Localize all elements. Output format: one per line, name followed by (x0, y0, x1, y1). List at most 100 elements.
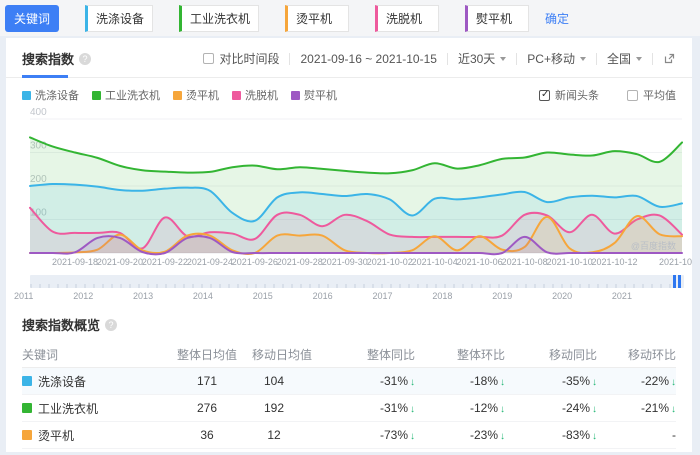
cell-value: -73% (379, 428, 408, 442)
year-label: 2014 (192, 291, 213, 301)
year-label: 2021 (611, 291, 632, 301)
series-line-洗涤设备[interactable] (29, 182, 683, 223)
cell-value: 192 (263, 401, 285, 415)
watermark: @百度指数 (630, 241, 676, 251)
trend-down-icon: ↓ (671, 377, 676, 388)
keyword-input-1[interactable]: 洗涤设备 (85, 4, 154, 32)
x-tick: 2021-10-04 (412, 257, 458, 267)
overview-table: 关键词 整体日均值 移动日均值 整体同比 整体环比 移动同比 移动环比 洗涤设备 171 104 -… (22, 342, 676, 452)
cell-value: -24% (561, 401, 590, 415)
average-toggle[interactable]: 平均值 (613, 87, 676, 103)
keyword-label[interactable]: 工业洗衣机 (38, 401, 99, 416)
trend-chart[interactable]: 400 300 200 100 2021-09-18 2021-09-20 2021-09-… (6, 103, 692, 272)
trend-chart-svg[interactable]: 4003002001002021-09-182021-09-202021-09-… (6, 103, 692, 269)
trend-down-icon: ↓ (500, 404, 505, 415)
x-tick: 2021-10-12 (592, 257, 638, 267)
timeline-slider[interactable] (30, 275, 684, 288)
chevron-down-icon (636, 57, 642, 64)
keyword-swatch (22, 376, 32, 386)
keyword-input-3[interactable]: 烫平机 (285, 4, 350, 32)
table-row-洗涤设备[interactable]: 洗涤设备 171 104 -31% ↓ -18% ↓ -35% ↓ -22% ↓ (22, 368, 676, 395)
year-label: 2011 (14, 291, 34, 301)
series-line-工业洗衣机[interactable] (29, 136, 683, 175)
legend-item-1[interactable]: 洗涤设备 (22, 87, 79, 103)
help-icon[interactable]: ? (105, 318, 118, 331)
share-icon[interactable] (663, 52, 676, 65)
help-icon[interactable]: ? (79, 52, 92, 65)
column-header-4: 整体同比 (366, 348, 415, 362)
column-header-5: 整体环比 (456, 348, 505, 362)
x-tick: 2021-10-08 (502, 257, 548, 267)
legend-item-2[interactable]: 工业洗衣机 (92, 87, 160, 103)
cell-value: -21% (640, 401, 669, 415)
x-tick: 2021-09-28 (277, 257, 323, 267)
compare-period-toggle[interactable]: 对比时间段 (203, 50, 279, 67)
slider-handle-right[interactable] (678, 275, 681, 288)
trend-down-icon: ↓ (671, 404, 676, 415)
device-select[interactable]: PC+移动 (527, 50, 586, 67)
legend-label: 熨平机 (304, 90, 337, 102)
trend-down-icon: ↓ (592, 404, 597, 415)
cell-value: 12 (267, 428, 281, 442)
cell-value: -31% (379, 401, 408, 415)
table-row-洗脱机[interactable]: 洗脱机8553-42%↓-17%↓-38%↓-12%↓ (22, 449, 676, 452)
keyword-button[interactable]: 关键词 (5, 4, 60, 32)
year-label: 2019 (492, 291, 513, 301)
confirm-button[interactable]: 确定 (545, 11, 570, 26)
column-header-3: 移动日均值 (252, 348, 313, 362)
legend-label: 洗脱机 (245, 90, 278, 102)
keyword-label[interactable]: 烫平机 (38, 428, 75, 443)
legend-item-5[interactable]: 熨平机 (291, 87, 337, 103)
x-tick: 2021-09-20 (97, 257, 143, 267)
keyword-input-5[interactable]: 熨平机 (465, 4, 530, 32)
cell-value: -35% (561, 374, 590, 388)
slider-handle-left[interactable] (673, 275, 676, 288)
cell-value: -83% (561, 428, 590, 442)
time-range-select[interactable]: 近30天 (458, 50, 507, 67)
year-label: 2013 (133, 291, 154, 301)
cell-value: -18% (469, 374, 498, 388)
legend-item-4[interactable]: 洗脱机 (232, 87, 278, 103)
legend-label: 工业洗衣机 (105, 90, 160, 102)
series-line-熨平机[interactable] (29, 235, 683, 256)
cell-value: - (672, 428, 676, 442)
chart-legend: 洗涤设备 工业洗衣机 烫平机 洗脱机 熨平机 (22, 87, 350, 103)
chevron-down-icon (579, 57, 586, 64)
keyword-input-4[interactable]: 洗脱机 (375, 4, 440, 32)
x-tick: 2021-10-06 (457, 257, 503, 267)
keyword-label[interactable]: 洗涤设备 (38, 374, 87, 389)
cell-value: -31% (379, 374, 408, 388)
cell-value: -23% (469, 428, 498, 442)
trend-down-icon: ↓ (592, 431, 597, 442)
column-header-7: 移动环比 (627, 348, 676, 362)
year-label: 2017 (372, 291, 393, 301)
y-tick: 400 (30, 107, 47, 118)
average-checkbox-icon[interactable] (627, 89, 638, 101)
timeline-years: 2011 2012 2013 2014 2015 2016 2017 2018 2019 2020… (14, 291, 632, 301)
table-row-烫平机[interactable]: 烫平机 36 12 -73% ↓ -23% ↓ -83% ↓ - (22, 422, 676, 449)
overview-title: 搜索指数概览 (22, 318, 101, 333)
legend-item-3[interactable]: 烫平机 (173, 87, 219, 103)
keyword-swatch (22, 430, 32, 440)
compare-checkbox-icon[interactable] (203, 53, 215, 64)
divider (516, 52, 518, 65)
news-headline-toggle[interactable]: 新闻头条 (525, 87, 599, 103)
x-tick: 2021-09-22 (142, 257, 188, 267)
trend-down-icon: ↓ (410, 404, 415, 415)
legend-swatch (232, 90, 241, 100)
x-tick: 2021-09-18 (52, 257, 98, 267)
table-header-row: 关键词 整体日均值 移动日均值 整体同比 整体环比 移动同比 移动环比 (22, 342, 676, 368)
legend-label: 烫平机 (186, 90, 219, 102)
y-tick: 200 (30, 174, 47, 185)
date-range-picker[interactable]: 2021-09-16 ~ 2021-10-15 (300, 51, 437, 66)
divider (289, 52, 291, 65)
region-select[interactable]: 全国 (607, 50, 642, 67)
active-tab-underline (6, 75, 692, 78)
cell-value: 104 (263, 374, 285, 388)
news-checkbox-icon[interactable] (539, 89, 550, 101)
column-header-6: 移动同比 (548, 348, 597, 362)
table-row-工业洗衣机[interactable]: 工业洗衣机 276 192 -31% ↓ -12% ↓ -24% ↓ -21% ↓ (22, 395, 676, 422)
legend-swatch (291, 90, 300, 100)
keyword-input-2[interactable]: 工业洗衣机 (179, 4, 260, 32)
divider (595, 52, 597, 65)
